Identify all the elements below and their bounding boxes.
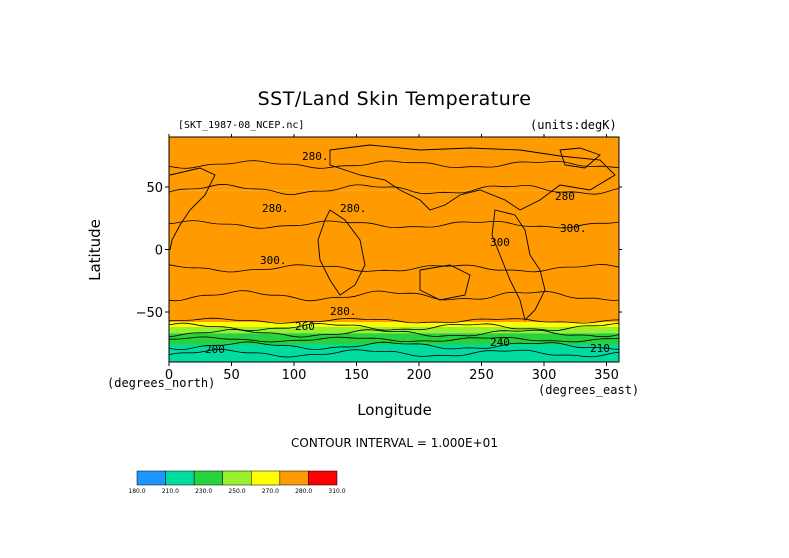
temperature-band (169, 167, 619, 191)
x-tick-label: 50 (223, 368, 240, 383)
coastline (419, 264, 471, 301)
y-unit-label: (degrees_north) (107, 376, 216, 390)
colorbar-swatch (251, 470, 281, 486)
contour-label: 300. (260, 254, 287, 267)
contour-line (168, 328, 620, 338)
contour-label: 280. (330, 305, 357, 318)
contour-line (168, 341, 620, 351)
x-tick-label: 0 (165, 368, 173, 383)
colorbar-swatch (136, 470, 166, 486)
x-tick-label: 100 (282, 368, 307, 383)
contour-label: 260 (295, 320, 315, 333)
x-tick-label: 150 (344, 368, 369, 383)
x-tick-label: 250 (469, 368, 494, 383)
y-tick-label: 0 (155, 244, 163, 259)
x-tick-label: 300 (532, 368, 557, 383)
coastline (329, 144, 616, 211)
contour-line (168, 317, 620, 324)
coastline (491, 209, 546, 321)
contour-label: 240 (490, 336, 510, 349)
contour-label: 280 (555, 190, 575, 203)
colorbar-tick-label: 280.0 (295, 488, 312, 495)
colorbar-swatch (222, 470, 252, 486)
contour-line (168, 160, 620, 169)
contour-interval-label: CONTOUR INTERVAL = 1.000E+01 (291, 436, 498, 450)
contour-line (168, 183, 620, 196)
contour-line (169, 336, 620, 343)
chart-title: SST/Land Skin Temperature (257, 88, 532, 110)
contour-label: 300. (560, 222, 587, 235)
contour-label: 280. (340, 202, 367, 215)
y-tick-label: 50 (146, 181, 163, 196)
contour-label: 280. (302, 150, 329, 163)
dataset-label: [SKT_1987-08_NCEP.nc] (178, 120, 305, 131)
temperature-band (169, 190, 619, 295)
colorbar-swatch (193, 470, 223, 486)
colorbar-swatch (308, 470, 338, 486)
contour-label: 210 (590, 342, 610, 355)
units-label: (units:degK) (530, 118, 617, 132)
contour-line (168, 263, 620, 273)
colorbar-tick-label: 210.0 (162, 488, 179, 495)
temperature-band (169, 333, 619, 345)
coastline (317, 209, 366, 296)
x-axis-label: Longitude (357, 401, 432, 419)
colorbar-tick-label: 250.0 (228, 488, 245, 495)
y-axis-label: Latitude (86, 219, 104, 281)
contour-line (168, 220, 620, 229)
colorbar-tick-label: 270.0 (262, 488, 279, 495)
colorbar-swatch (165, 470, 195, 486)
contour-label: 300 (490, 236, 510, 249)
x-unit-label: (degrees_east) (538, 383, 640, 397)
coastline (169, 167, 216, 251)
colorbar-tick-label: 310.0 (328, 488, 345, 495)
x-tick-label: 200 (407, 368, 432, 383)
colorbar-swatch (279, 470, 309, 486)
contour-label: 200 (205, 343, 225, 356)
temperature-band (169, 344, 619, 362)
coastline (559, 147, 601, 169)
contour-line (168, 348, 620, 358)
temperature-band (169, 294, 619, 322)
colorbar-tick-label: 230.0 (195, 488, 212, 495)
colorbar-tick-label: 180.0 (128, 488, 145, 495)
x-tick-label: 350 (594, 368, 619, 383)
temperature-band (169, 327, 619, 334)
temperature-band (169, 322, 619, 327)
y-tick-label: −50 (136, 306, 163, 321)
contour-label: 280. (262, 202, 289, 215)
